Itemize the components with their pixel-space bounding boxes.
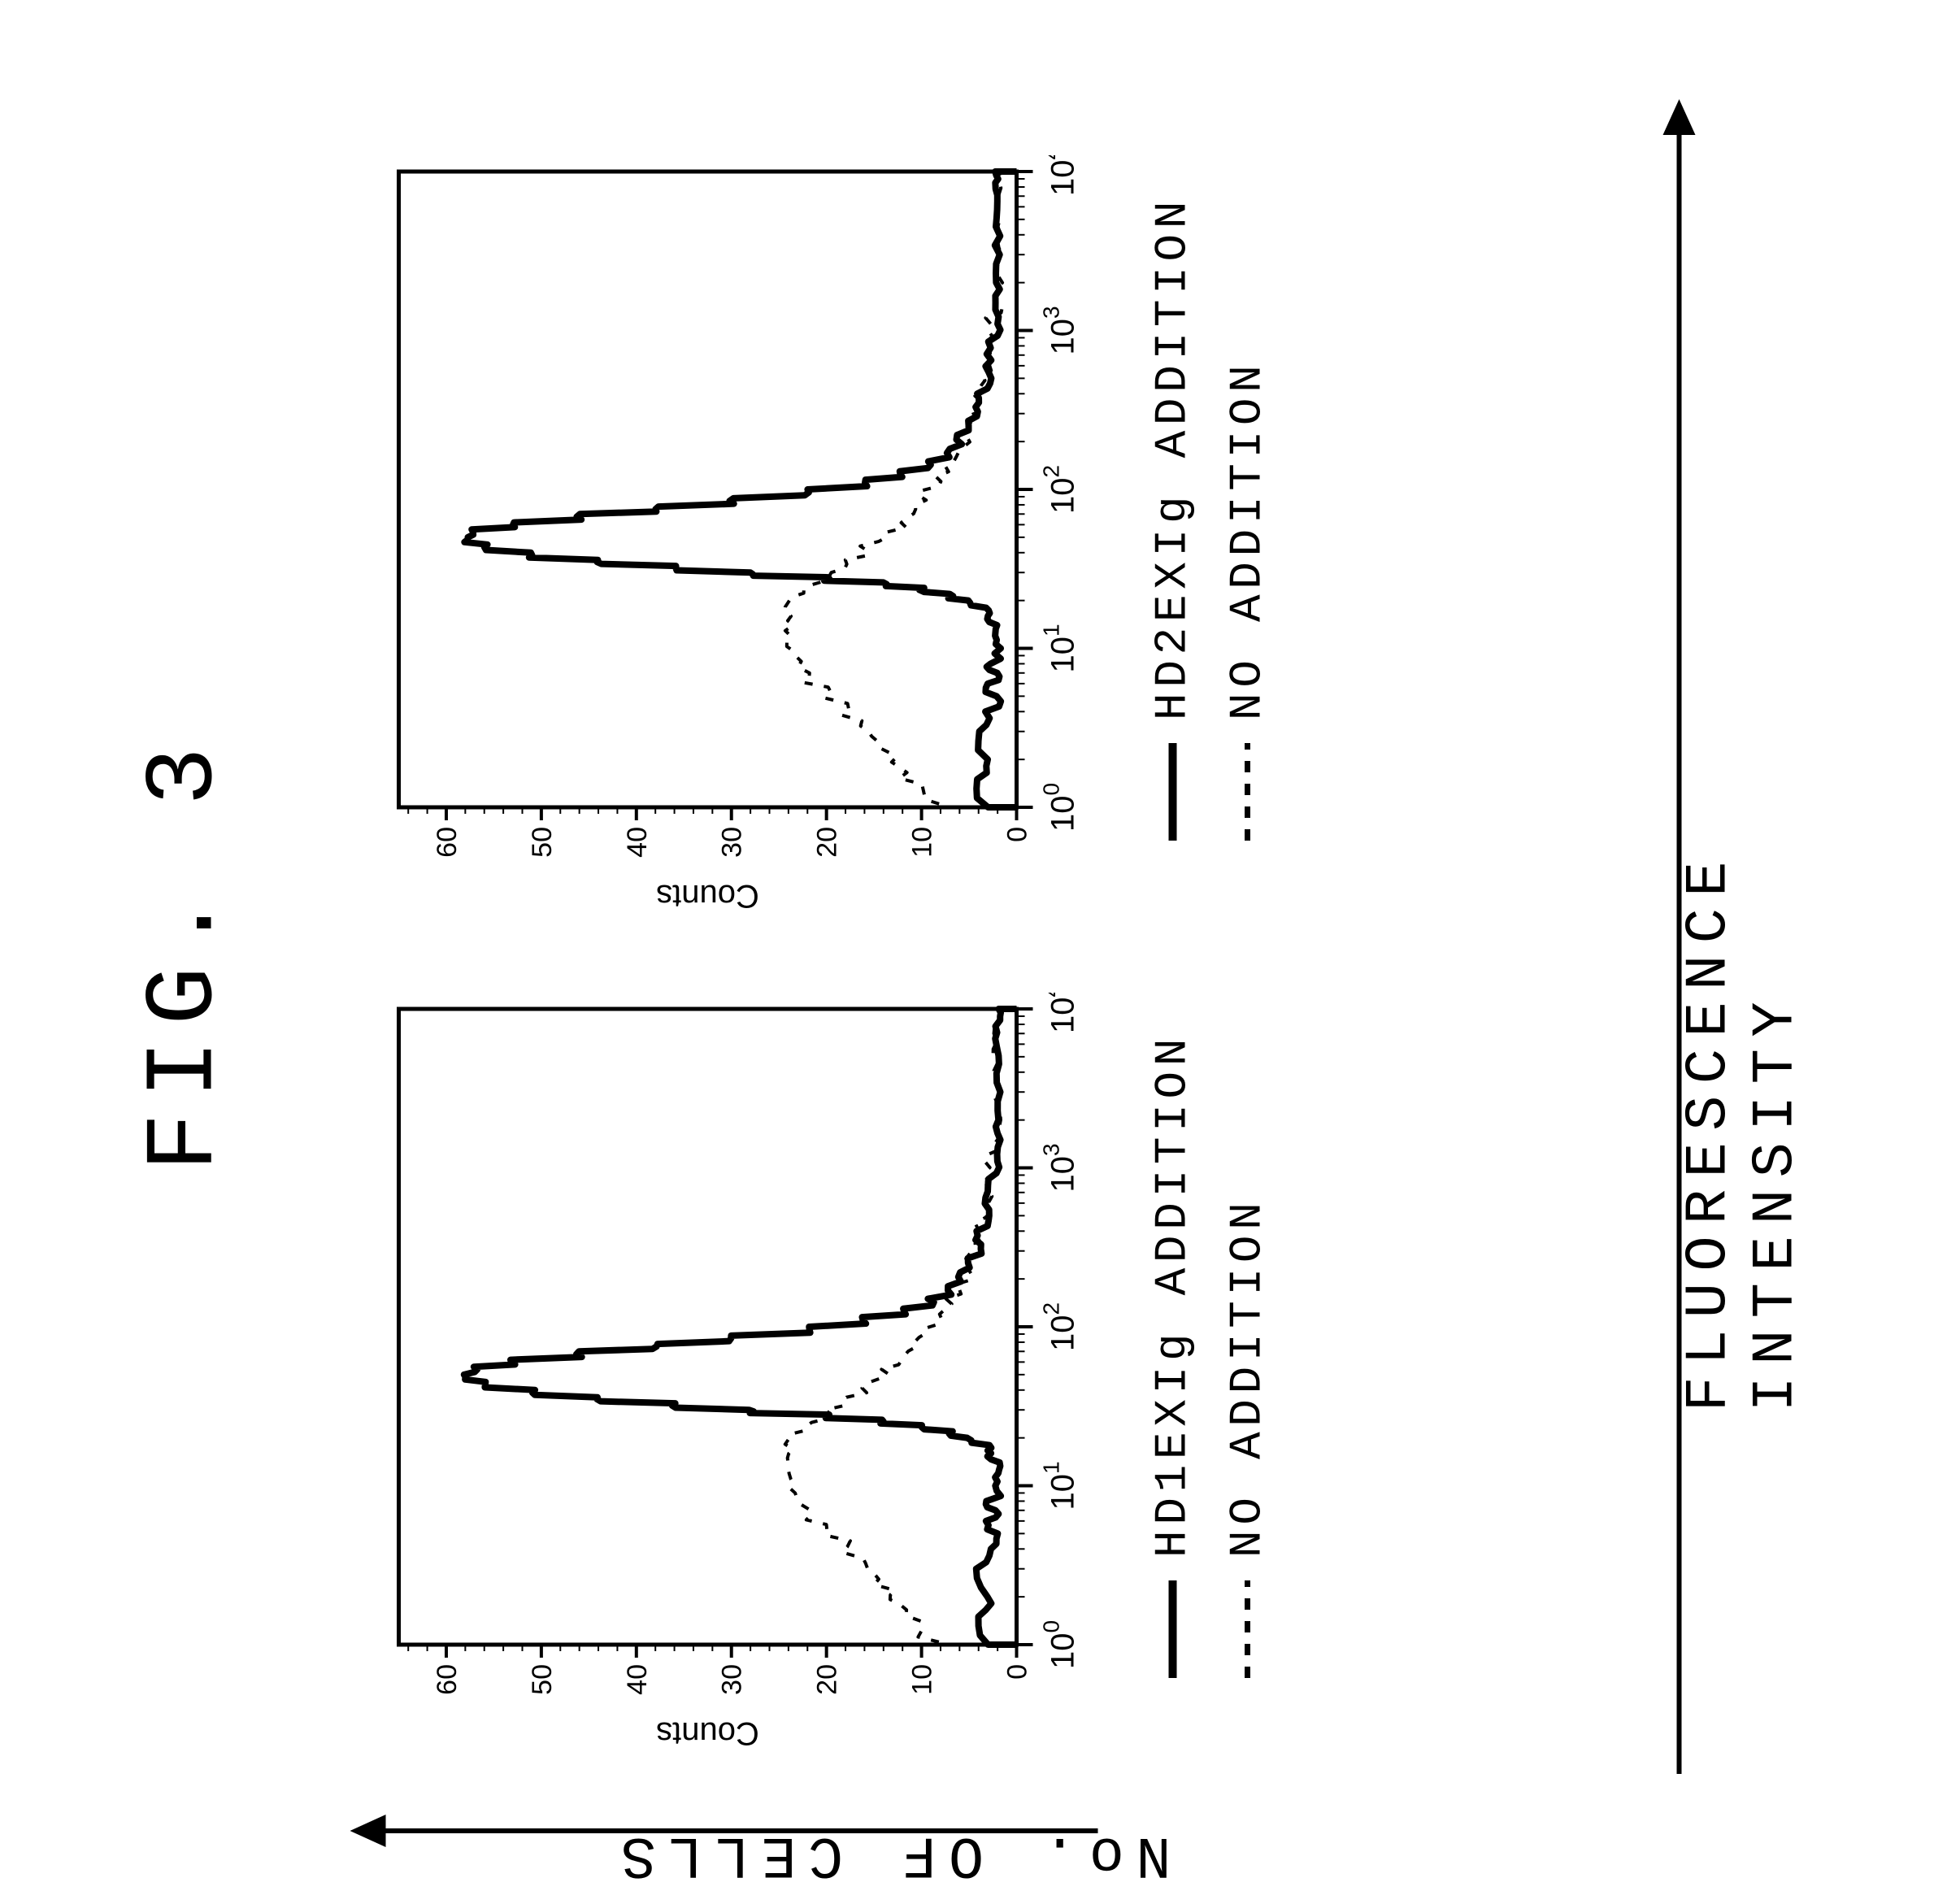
svg-text:20: 20 (811, 827, 842, 858)
svg-text:60: 60 (431, 827, 462, 858)
y-axis-label: No. OF CELLS (609, 1821, 1171, 1888)
svg-text:10: 10 (906, 1664, 937, 1695)
legend-label: HD2EXIg ADDITION (1146, 196, 1198, 720)
svg-text:101: 101 (1038, 1461, 1080, 1510)
svg-text:102: 102 (1038, 465, 1080, 514)
svg-text:103: 103 (1038, 1143, 1080, 1192)
legend-panel-1: HD1EXIg ADDITION NO ADDITION (1146, 1033, 1296, 1678)
svg-text:Counts: Counts (656, 878, 759, 911)
svg-text:40: 40 (621, 827, 652, 858)
solid-line-swatch (1163, 1580, 1182, 1678)
svg-text:30: 30 (716, 827, 747, 858)
legend-label: HD1EXIg ADDITION (1146, 1033, 1198, 1558)
dashed-line-swatch (1237, 743, 1257, 841)
figure-title: FIG. 3 (130, 732, 241, 1172)
svg-text:10: 10 (906, 827, 937, 858)
svg-text:30: 30 (716, 1664, 747, 1695)
svg-text:60: 60 (431, 1664, 462, 1695)
dashed-line-swatch (1237, 1580, 1257, 1678)
svg-text:Counts: Counts (656, 1715, 759, 1749)
x-axis-label: FLUORESCENCE INTENSITY (1675, 493, 1809, 1412)
svg-text:102: 102 (1038, 1302, 1080, 1351)
charts-row: 0102030405060Counts100101102103104 01020… (374, 155, 1106, 1749)
legend-label: NO ADDITION (1221, 1197, 1273, 1558)
svg-text:20: 20 (811, 1664, 842, 1695)
svg-text:50: 50 (526, 827, 557, 858)
legend-panel-2: HD2EXIg ADDITION NO ADDITION (1146, 196, 1296, 841)
rotated-figure: FIG. 3 No. OF CELLS FLUORESCENCE INTENSI… (33, 33, 1914, 1871)
histogram-panel-1: 0 10 20 30 40 50 60 Counts 100 101 102 103 104 (374, 993, 1106, 1749)
figure-page: FIG. 3 No. OF CELLS FLUORESCENCE INTENSI… (33, 33, 1914, 1871)
svg-text:100: 100 (1038, 1620, 1080, 1669)
svg-text:101: 101 (1038, 624, 1080, 672)
solid-line-swatch (1163, 743, 1182, 841)
svg-text:104: 104 (1038, 155, 1080, 196)
svg-text:103: 103 (1038, 306, 1080, 354)
histogram-panel-2: 0 10 20 30 40 50 60 Counts 100 101 102 103 104 (374, 155, 1106, 911)
svg-text:100: 100 (1038, 783, 1080, 832)
svg-text:0: 0 (1002, 1664, 1032, 1680)
svg-text:50: 50 (526, 1664, 557, 1695)
svg-text:40: 40 (621, 1664, 652, 1695)
svg-text:104: 104 (1038, 993, 1080, 1033)
legend-label: NO ADDITION (1221, 359, 1273, 720)
svg-text:0: 0 (1002, 827, 1032, 842)
